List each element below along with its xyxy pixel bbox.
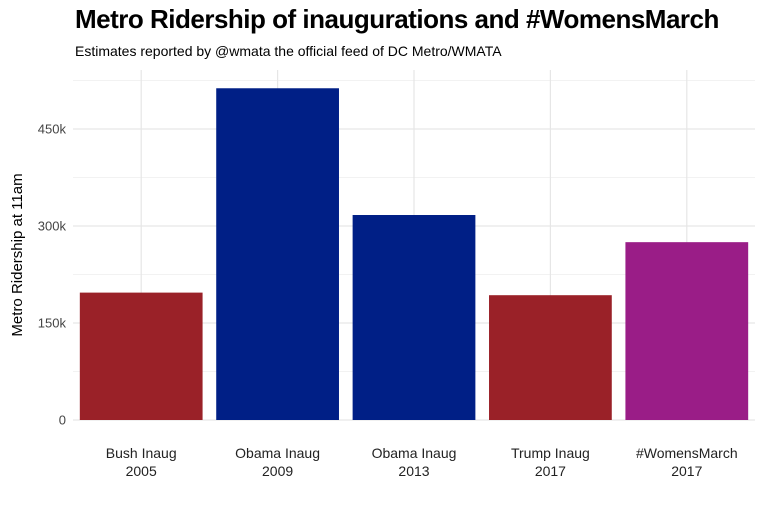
y-tick-label: 150k [38, 316, 67, 331]
y-tick-label: 450k [38, 122, 67, 137]
x-tick-labels: Bush Inaug 2005 Obama Inaug 2009 Obama Inaug… [106, 445, 738, 479]
bar [489, 295, 612, 420]
x-tick-label: Obama Inaug 2009 [235, 445, 320, 479]
bar [216, 88, 339, 420]
chart-subtitle: Estimates reported by @wmata the officia… [75, 43, 502, 59]
bar [352, 215, 476, 420]
x-tick-label: Bush Inaug 2005 [106, 445, 177, 479]
y-tick-label: 300k [38, 219, 67, 234]
bars [79, 88, 749, 420]
chart-title: Metro Ridership of inaugurations and #Wo… [75, 4, 719, 34]
x-tick-label: #WomensMarch 2017 [636, 445, 738, 479]
x-tick-label: Obama Inaug 2013 [372, 445, 457, 479]
x-tick-label: Trump Inaug 2017 [511, 445, 590, 479]
bar [625, 242, 749, 420]
y-tick-label: 0 [59, 413, 66, 428]
bar [79, 292, 203, 420]
y-axis-title: Metro Ridership at 11am [9, 173, 26, 336]
y-tick-labels: 0 150k 300k 450k [38, 122, 67, 428]
